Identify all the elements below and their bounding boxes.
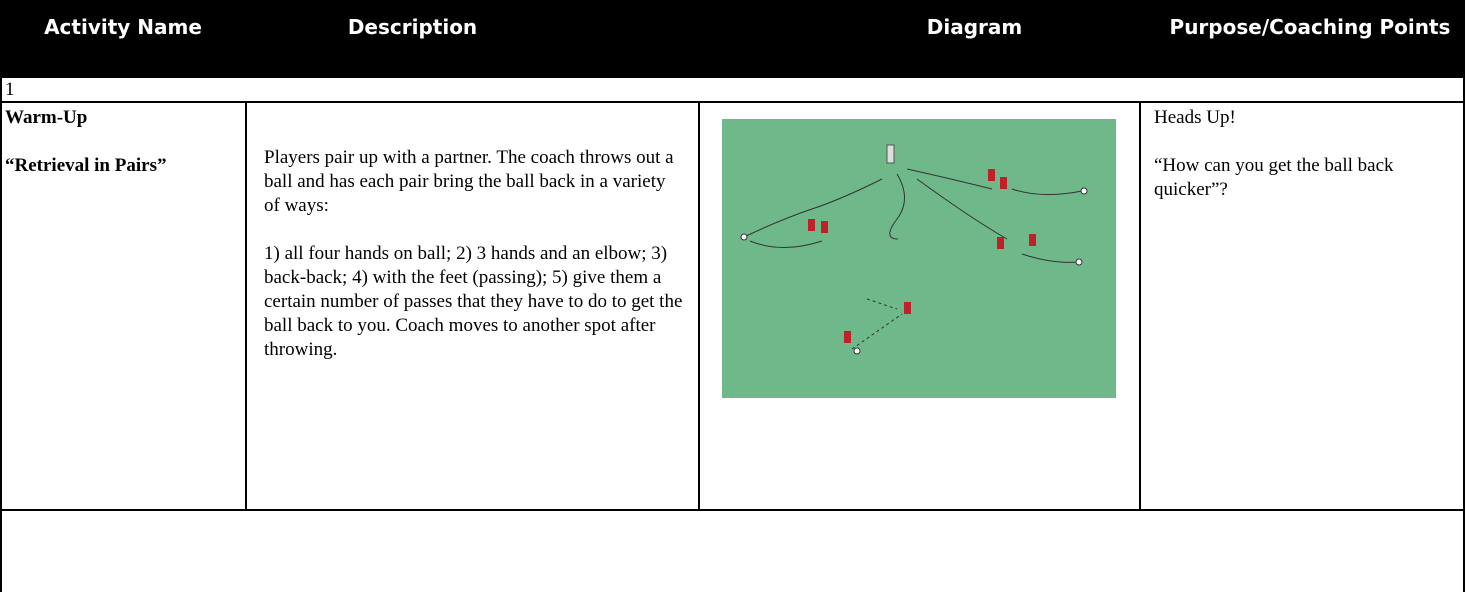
header-cell: Description [347, 15, 478, 39]
diagram [722, 119, 1116, 398]
path [916, 178, 1008, 240]
border [0, 78, 2, 592]
pass [866, 298, 898, 310]
border [245, 101, 247, 511]
activity-subtitle: “Retrieval in Pairs” [5, 155, 167, 176]
purpose-paragraph: Heads Up! [1154, 107, 1236, 128]
path [889, 173, 905, 240]
player [988, 169, 995, 181]
border [0, 101, 1465, 103]
player [1029, 234, 1036, 246]
border [1463, 78, 1465, 592]
ball [1075, 258, 1083, 266]
purpose: Heads Up! “How can you get the ball back… [1154, 106, 1454, 226]
player [808, 219, 815, 231]
ball [853, 347, 861, 355]
row-number: 1 [5, 79, 15, 100]
player [904, 302, 911, 314]
header-cell: Diagram [926, 15, 1023, 39]
border [698, 101, 700, 511]
player [997, 237, 1004, 249]
header-row [0, 0, 1465, 78]
field [722, 119, 1116, 398]
header-cell: Purpose/Coaching Points [1169, 15, 1451, 39]
description: Players pair up with a partner. The coac… [264, 146, 684, 386]
activity-title: Warm-Up [5, 107, 88, 128]
coach [886, 144, 895, 164]
path [749, 240, 823, 248]
player [821, 221, 828, 233]
purpose-paragraph: “How can you get the ball back quicker”? [1154, 155, 1394, 200]
description-paragraph: Players pair up with a partner. The coac… [264, 147, 674, 216]
description-paragraph: 1) all four hands on ball; 2) 3 hands an… [264, 243, 683, 360]
ball [1080, 187, 1088, 195]
player [1000, 177, 1007, 189]
path [743, 178, 883, 238]
ball [740, 233, 748, 241]
path [1011, 188, 1083, 196]
player [844, 331, 851, 343]
path [906, 168, 993, 190]
border [0, 509, 1465, 511]
header-cell: Activity Name [44, 15, 202, 39]
pass [851, 313, 903, 350]
activity-name: Warm-Up “Retrieval in Pairs” [5, 106, 235, 202]
path [1021, 253, 1080, 263]
border [1139, 101, 1141, 511]
